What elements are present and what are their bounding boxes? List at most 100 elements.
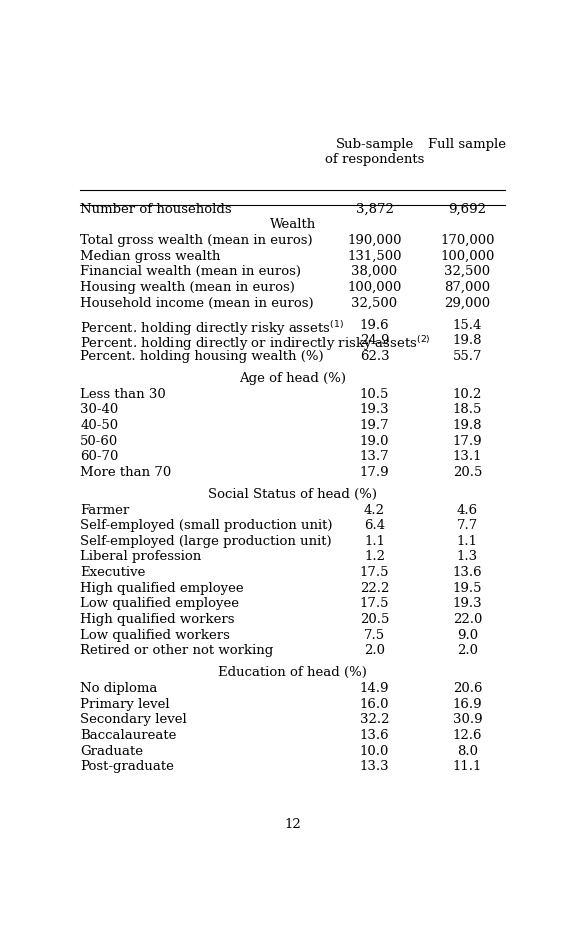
Text: 19.0: 19.0 (360, 434, 389, 447)
Text: 131,500: 131,500 (347, 249, 402, 262)
Text: Household income (mean in euros): Household income (mean in euros) (80, 296, 314, 310)
Text: Executive: Executive (80, 566, 146, 579)
Text: Full sample: Full sample (428, 138, 506, 151)
Text: 30.9: 30.9 (453, 714, 482, 726)
Text: 30-40: 30-40 (80, 403, 118, 416)
Text: 32,500: 32,500 (351, 296, 397, 310)
Text: Graduate: Graduate (80, 745, 143, 758)
Text: 10.5: 10.5 (360, 388, 389, 400)
Text: 16.0: 16.0 (360, 698, 389, 711)
Text: 19.7: 19.7 (360, 419, 389, 432)
Text: Farmer: Farmer (80, 503, 130, 516)
Text: 17.5: 17.5 (360, 598, 389, 611)
Text: 13.7: 13.7 (360, 450, 389, 464)
Text: Percent. holding directly or indirectly risky assets$^{(2)}$: Percent. holding directly or indirectly … (80, 334, 431, 353)
Text: 1.3: 1.3 (457, 550, 478, 564)
Text: 19.8: 19.8 (453, 334, 482, 347)
Text: 14.9: 14.9 (360, 683, 389, 695)
Text: 17.9: 17.9 (360, 465, 389, 479)
Text: 1.1: 1.1 (364, 535, 385, 548)
Text: 40-50: 40-50 (80, 419, 118, 432)
Text: 7.5: 7.5 (364, 629, 385, 642)
Text: 19.5: 19.5 (453, 582, 482, 595)
Text: 190,000: 190,000 (347, 234, 402, 247)
Text: 9,692: 9,692 (448, 203, 486, 215)
Text: 9.0: 9.0 (457, 629, 478, 642)
Text: 11.1: 11.1 (453, 760, 482, 773)
Text: 20.5: 20.5 (360, 613, 389, 626)
Text: 15.4: 15.4 (453, 319, 482, 331)
Text: 100,000: 100,000 (347, 280, 401, 294)
Text: More than 70: More than 70 (80, 465, 171, 479)
Text: 12.6: 12.6 (453, 729, 482, 742)
Text: 19.6: 19.6 (360, 319, 389, 331)
Text: 60-70: 60-70 (80, 450, 119, 464)
Text: Social Status of head (%): Social Status of head (%) (208, 488, 377, 501)
Text: Age of head (%): Age of head (%) (239, 372, 346, 385)
Text: Percent. holding housing wealth (%): Percent. holding housing wealth (%) (80, 350, 324, 362)
Text: Secondary level: Secondary level (80, 714, 187, 726)
Text: Retired or other not working: Retired or other not working (80, 644, 274, 657)
Text: 16.9: 16.9 (453, 698, 482, 711)
Text: Baccalaureate: Baccalaureate (80, 729, 176, 742)
Text: 6.4: 6.4 (364, 519, 385, 532)
Text: High qualified workers: High qualified workers (80, 613, 235, 626)
Text: High qualified employee: High qualified employee (80, 582, 244, 595)
Text: 62.3: 62.3 (360, 350, 389, 362)
Text: 17.9: 17.9 (453, 434, 482, 447)
Text: 4.6: 4.6 (457, 503, 478, 516)
Text: 24.9: 24.9 (360, 334, 389, 347)
Text: 32.2: 32.2 (360, 714, 389, 726)
Text: 12: 12 (284, 818, 301, 832)
Text: 32,500: 32,500 (444, 265, 490, 278)
Text: 50-60: 50-60 (80, 434, 118, 447)
Text: Education of head (%): Education of head (%) (218, 666, 367, 680)
Text: Financial wealth (mean in euros): Financial wealth (mean in euros) (80, 265, 301, 278)
Text: Less than 30: Less than 30 (80, 388, 166, 400)
Text: Liberal profession: Liberal profession (80, 550, 202, 564)
Text: 87,000: 87,000 (444, 280, 490, 294)
Text: 19.3: 19.3 (360, 403, 389, 416)
Text: 10.0: 10.0 (360, 745, 389, 758)
Text: Primary level: Primary level (80, 698, 170, 711)
Text: 19.3: 19.3 (453, 598, 482, 611)
Text: Low qualified employee: Low qualified employee (80, 598, 239, 611)
Text: 55.7: 55.7 (453, 350, 482, 362)
Text: 13.6: 13.6 (453, 566, 482, 579)
Text: Percent. holding directly risky assets$^{(1)}$: Percent. holding directly risky assets$^… (80, 319, 344, 338)
Text: 170,000: 170,000 (440, 234, 494, 247)
Text: 1.2: 1.2 (364, 550, 385, 564)
Text: Low qualified workers: Low qualified workers (80, 629, 230, 642)
Text: 2.0: 2.0 (364, 644, 385, 657)
Text: 20.6: 20.6 (453, 683, 482, 695)
Text: 100,000: 100,000 (440, 249, 494, 262)
Text: 3,872: 3,872 (356, 203, 393, 215)
Text: 17.5: 17.5 (360, 566, 389, 579)
Text: No diploma: No diploma (80, 683, 158, 695)
Text: 29,000: 29,000 (444, 296, 490, 310)
Text: 22.2: 22.2 (360, 582, 389, 595)
Text: 7.7: 7.7 (457, 519, 478, 532)
Text: 22.0: 22.0 (453, 613, 482, 626)
Text: 13.6: 13.6 (360, 729, 389, 742)
Text: Number of households: Number of households (80, 203, 232, 215)
Text: 38,000: 38,000 (351, 265, 397, 278)
Text: Self-employed (small production unit): Self-employed (small production unit) (80, 519, 333, 532)
Text: Self-employed (large production unit): Self-employed (large production unit) (80, 535, 332, 548)
Text: 20.5: 20.5 (453, 465, 482, 479)
Text: 8.0: 8.0 (457, 745, 478, 758)
Text: Post-graduate: Post-graduate (80, 760, 174, 773)
Text: Median gross wealth: Median gross wealth (80, 249, 220, 262)
Text: Wealth: Wealth (270, 218, 316, 231)
Text: 13.1: 13.1 (453, 450, 482, 464)
Text: 4.2: 4.2 (364, 503, 385, 516)
Text: 18.5: 18.5 (453, 403, 482, 416)
Text: Total gross wealth (mean in euros): Total gross wealth (mean in euros) (80, 234, 313, 247)
Text: Sub-sample
of respondents: Sub-sample of respondents (325, 138, 424, 166)
Text: 2.0: 2.0 (457, 644, 478, 657)
Text: 10.2: 10.2 (453, 388, 482, 400)
Text: 19.8: 19.8 (453, 419, 482, 432)
Text: 13.3: 13.3 (360, 760, 389, 773)
Text: Housing wealth (mean in euros): Housing wealth (mean in euros) (80, 280, 295, 294)
Text: 1.1: 1.1 (457, 535, 478, 548)
